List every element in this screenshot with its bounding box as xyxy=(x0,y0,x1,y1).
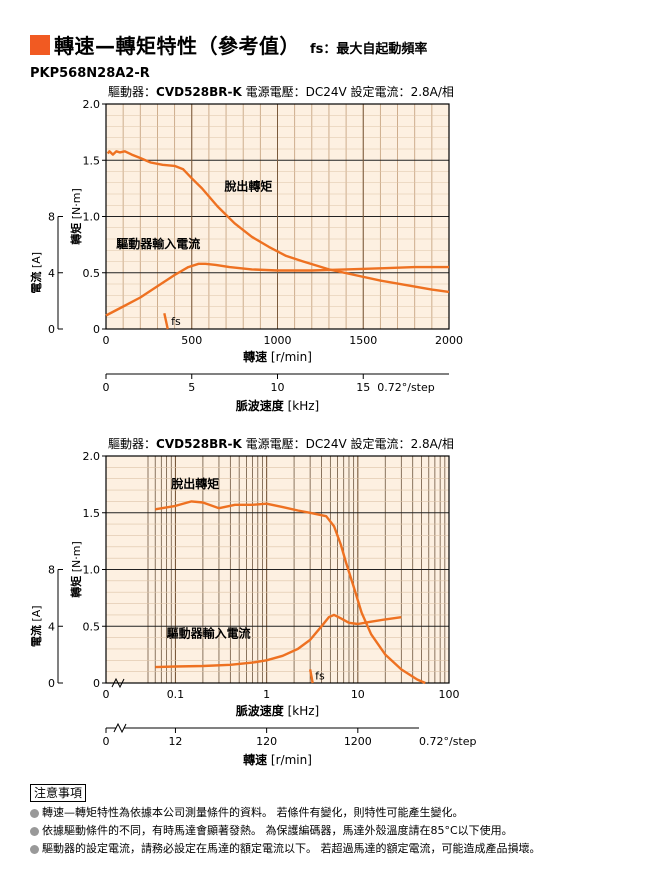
step-label: 0.72°/step xyxy=(419,735,477,748)
y-tick-label: 0.5 xyxy=(83,267,101,280)
chart-log: 驅動器：CVD528BR-K 電源電壓：DC24V 設定電流：2.8A/相 0 0.… xyxy=(29,436,477,767)
current-tick-label: 0 xyxy=(48,323,55,336)
orange-square-icon xyxy=(30,34,50,55)
secondary-tick-label: 120 xyxy=(256,735,277,748)
bullet-icon xyxy=(30,844,39,854)
x-tick-label: 100 xyxy=(439,688,460,701)
x-tick-label: 1500 xyxy=(349,334,377,347)
pullout-torque-curve xyxy=(155,500,426,685)
x-tick-label: 0 xyxy=(103,334,110,347)
axis-break-icon xyxy=(111,677,125,689)
x-tick-label: 0 xyxy=(103,688,110,701)
series-label-current: 驅動器輸入電流 xyxy=(167,626,251,641)
y-tick-label: 2.0 xyxy=(83,450,101,463)
input-current-curve xyxy=(155,613,402,669)
notes-title: 注意事項 xyxy=(30,784,87,802)
series-label-current: 驅動器輸入電流 xyxy=(116,236,200,251)
input-current-curve xyxy=(105,262,449,317)
motor-model: PKP568N28A2-R xyxy=(30,66,150,81)
y-axis-label: 轉矩 [N·m] xyxy=(69,541,83,598)
bullet-icon xyxy=(30,826,39,836)
x-axis-label: 脈波速度 [kHz] xyxy=(236,703,319,718)
y-axis-label: 轉矩 [N·m] xyxy=(69,188,83,245)
axis-break-icon xyxy=(113,722,127,734)
secondary-tick-label: 5 xyxy=(188,381,195,394)
page-title: 轉速—轉矩特性（參考值） xyxy=(54,34,300,58)
note-item: 依據驅動條件的不同，有時馬達會顯著發熱。 為保護編碼器，馬達外殼溫度請在85°C… xyxy=(30,822,541,840)
y-tick-label: 1.0 xyxy=(83,564,101,577)
driver-info-line: 驅動器：CVD528BR-K 電源電壓：DC24V 設定電流：2.8A/相 xyxy=(108,84,454,99)
fs-label: fs xyxy=(315,670,325,683)
note-text: 依據驅動條件的不同，有時馬達會顯著發熱。 為保護編碼器，馬達外殼溫度請在85°C… xyxy=(42,824,513,837)
series-label-pullout: 脫出轉矩 xyxy=(171,476,219,491)
current-axis-label: 電流 [A] xyxy=(29,605,43,647)
x-tick-label: 10 xyxy=(351,688,365,701)
x-axis-label: 轉速 [r/min] xyxy=(243,349,312,364)
x-tick-label: 500 xyxy=(181,334,202,347)
series-label-pullout: 脫出轉矩 xyxy=(224,179,272,194)
current-tick-label: 8 xyxy=(48,211,55,224)
fs-label: fs xyxy=(171,315,181,328)
pullout-torque-curve xyxy=(106,150,450,294)
y-tick-label: 1.5 xyxy=(83,507,101,520)
bullet-icon xyxy=(30,808,39,818)
y-tick-label: 0 xyxy=(93,323,100,336)
note-item: 驅動器的設定電流，請務必設定在馬達的額定電流以下。 若超過馬達的額定電流，可能造… xyxy=(30,840,541,858)
secondary-axis-label: 脈波速度 [kHz] xyxy=(236,398,319,413)
notes-section: 注意事項 轉速—轉矩特性為依據本公司測量條件的資料。 若條件有變化，則特性可能產… xyxy=(30,784,541,858)
secondary-tick-label: 15 xyxy=(356,381,370,394)
secondary-tick-label: 10 xyxy=(271,381,285,394)
note-item: 轉速—轉矩特性為依據本公司測量條件的資料。 若條件有變化，則特性可能產生變化。 xyxy=(30,804,541,822)
current-tick-label: 4 xyxy=(48,620,55,633)
note-text: 驅動器的設定電流，請務必設定在馬達的額定電流以下。 若超過馬達的額定電流，可能造… xyxy=(42,842,541,855)
y-tick-label: 1.5 xyxy=(83,154,101,167)
secondary-tick-label: 1200 xyxy=(344,735,372,748)
fs-note: fs：最大自起動頻率 xyxy=(310,42,428,57)
x-tick-label: 1000 xyxy=(264,334,292,347)
note-text: 轉速—轉矩特性為依據本公司測量條件的資料。 若條件有變化，則特性可能產生變化。 xyxy=(42,806,464,819)
chart-linear: 驅動器：CVD528BR-K 電源電壓：DC24V 設定電流：2.8A/相 0 0.… xyxy=(29,84,463,413)
step-label: 0.72°/step xyxy=(377,381,435,394)
y-tick-label: 1.0 xyxy=(83,211,101,224)
secondary-tick-label: 0 xyxy=(103,735,110,748)
current-tick-label: 4 xyxy=(48,267,55,280)
x-tick-label: 2000 xyxy=(435,334,463,347)
secondary-tick-label: 12 xyxy=(168,735,182,748)
secondary-tick-label: 0 xyxy=(103,381,110,394)
secondary-axis-label: 轉速 [r/min] xyxy=(243,752,312,767)
y-tick-label: 2.0 xyxy=(83,98,101,111)
x-tick-label: 0.1 xyxy=(167,688,185,701)
y-tick-label: 0 xyxy=(93,677,100,690)
x-tick-label: 1 xyxy=(263,688,270,701)
fs-marker xyxy=(163,312,169,330)
driver-info-line: 驅動器：CVD528BR-K 電源電壓：DC24V 設定電流：2.8A/相 xyxy=(108,436,454,451)
current-tick-label: 0 xyxy=(48,677,55,690)
section-header: 轉速—轉矩特性（參考值） fs：最大自起動頻率 xyxy=(30,30,427,59)
fs-marker xyxy=(308,669,314,684)
current-axis-label: 電流 [A] xyxy=(29,252,43,294)
current-tick-label: 8 xyxy=(48,564,55,577)
y-tick-label: 0.5 xyxy=(83,620,101,633)
